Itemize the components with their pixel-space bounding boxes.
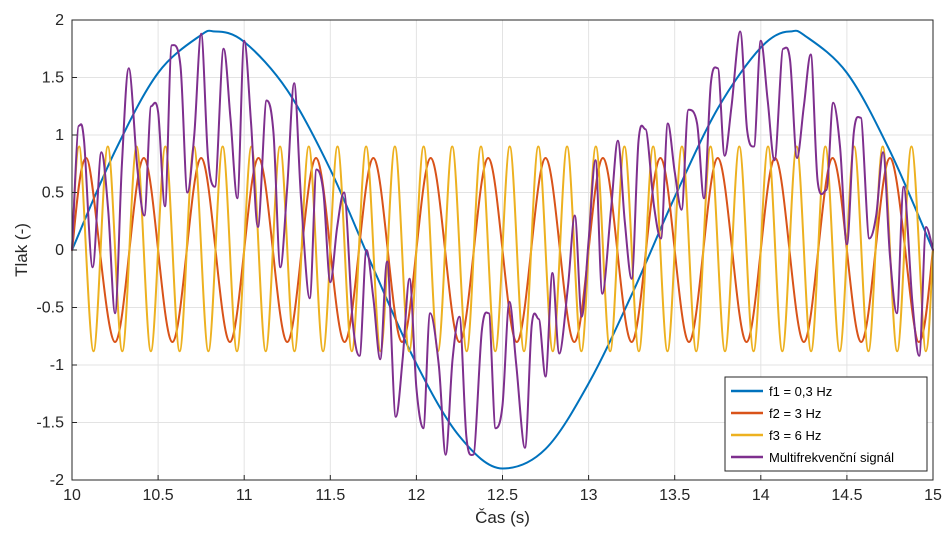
x-tick-label: 14 — [752, 487, 770, 504]
legend-label: f2 = 3 Hz — [769, 406, 821, 421]
series-line-4 — [71, 30, 934, 457]
y-axis-label: Tlak (-) — [12, 223, 31, 277]
x-tick-label: 10.5 — [143, 487, 174, 504]
legend-label: Multifrekvenční signál — [769, 450, 894, 465]
x-tick-label: 11 — [236, 487, 253, 504]
y-tick-label: -2 — [50, 472, 64, 489]
y-tick-label: -1.5 — [36, 415, 64, 432]
x-tick-label: 13 — [580, 487, 598, 504]
x-tick-label: 10 — [63, 487, 81, 504]
y-tick-label: 2 — [55, 12, 64, 29]
legend: f1 = 0,3 Hz f2 = 3 Hz f3 = 6 Hz Multifrekve… — [724, 376, 928, 472]
x-tick-label: 11.5 — [315, 487, 345, 504]
x-tick-label: 12 — [408, 487, 426, 504]
x-axis-label: Čas (s) — [475, 508, 530, 527]
x-tick-label: 14.5 — [831, 487, 862, 504]
x-tick-label: 12.5 — [487, 487, 518, 504]
x-tick-label: 13.5 — [659, 487, 690, 504]
y-tick-label: -1 — [50, 357, 64, 374]
series-line-3 — [71, 145, 934, 353]
x-tick-label: 15 — [924, 487, 942, 504]
legend-box — [724, 376, 928, 472]
x-axis-ticks: 10 10.5 11 11.5 12 12.5 13 13.5 14 14.5 15 — [63, 475, 942, 504]
y-tick-label: 1 — [55, 127, 64, 144]
legend-label: f3 = 6 Hz — [769, 428, 821, 443]
series-layer — [71, 29, 934, 470]
y-tick-label: 0.5 — [42, 185, 64, 202]
y-tick-label: 1.5 — [42, 70, 64, 87]
y-axis-ticks: 2 1.5 1 0.5 0 -0.5 -1 -1.5 -2 — [36, 12, 77, 489]
y-tick-label: -0.5 — [36, 300, 64, 317]
legend-label: f1 = 0,3 Hz — [769, 384, 832, 399]
series-line-1 — [71, 29, 934, 470]
y-tick-label: 0 — [55, 242, 64, 259]
